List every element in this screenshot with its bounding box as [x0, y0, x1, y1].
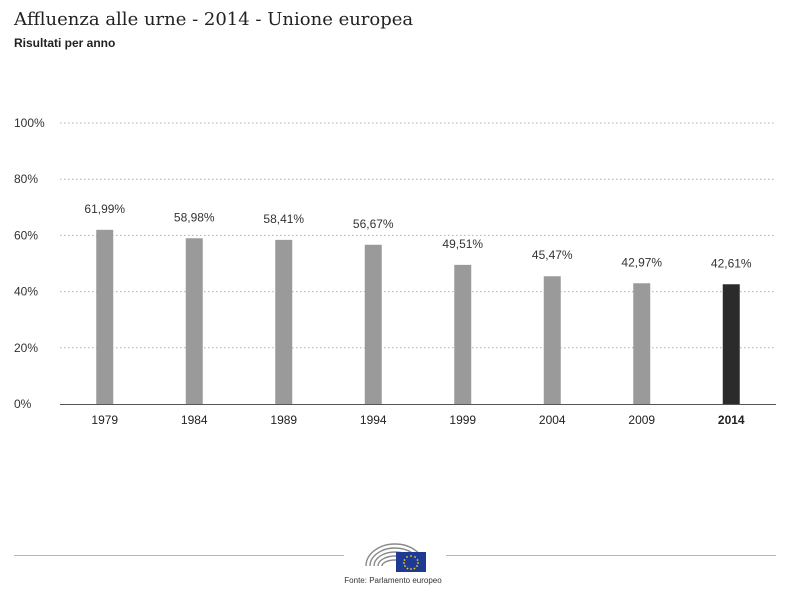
bar-value-label: 61,99%: [84, 202, 125, 216]
bar-2014: [722, 284, 740, 404]
x-tick-label: 2014: [718, 413, 745, 427]
y-tick-label: 40%: [14, 285, 38, 299]
bar-value-label: 42,97%: [621, 255, 662, 269]
bar-1994: [364, 244, 382, 404]
bar-value-label: 56,67%: [353, 217, 394, 231]
bar-1984: [185, 238, 203, 404]
x-tick-label: 1999: [449, 413, 476, 427]
chart-subtitle: Risultati per anno: [14, 36, 116, 50]
x-tick-label: 1994: [360, 413, 387, 427]
y-tick-label: 20%: [14, 341, 38, 355]
bar-value-label: 45,47%: [532, 248, 573, 262]
chart-title: Affluenza alle urne - 2014 - Unione euro…: [14, 9, 414, 30]
european-parliament-logo: [365, 543, 426, 572]
x-tick-label: 2004: [539, 413, 566, 427]
x-tick-label: 1984: [181, 413, 208, 427]
bar-1999: [454, 264, 472, 404]
bar-value-label: 42,61%: [711, 256, 752, 270]
bar-1989: [275, 239, 293, 404]
bar-1979: [96, 229, 114, 404]
footer-divider-left: [14, 555, 344, 556]
y-tick-label: 80%: [14, 172, 38, 186]
bar-2009: [633, 283, 651, 404]
y-tick-label: 60%: [14, 228, 38, 242]
x-tick-label: 1979: [91, 413, 118, 427]
y-tick-label: 0%: [14, 397, 32, 411]
bar-chart: 0% 20% 40% 60% 80% 100% 61,99% 1979 58,98% 1984 58…: [14, 116, 776, 427]
bar-value-label: 58,98%: [174, 210, 215, 224]
footer-divider-right: [446, 555, 776, 556]
y-tick-label: 100%: [14, 116, 45, 130]
source-note: Fonte: Parlamento europeo: [344, 576, 442, 585]
bar-2004: [543, 276, 561, 404]
bar-value-label: 58,41%: [263, 212, 304, 226]
bar-value-label: 49,51%: [442, 237, 483, 251]
x-tick-label: 1989: [270, 413, 297, 427]
x-tick-label: 2009: [628, 413, 655, 427]
